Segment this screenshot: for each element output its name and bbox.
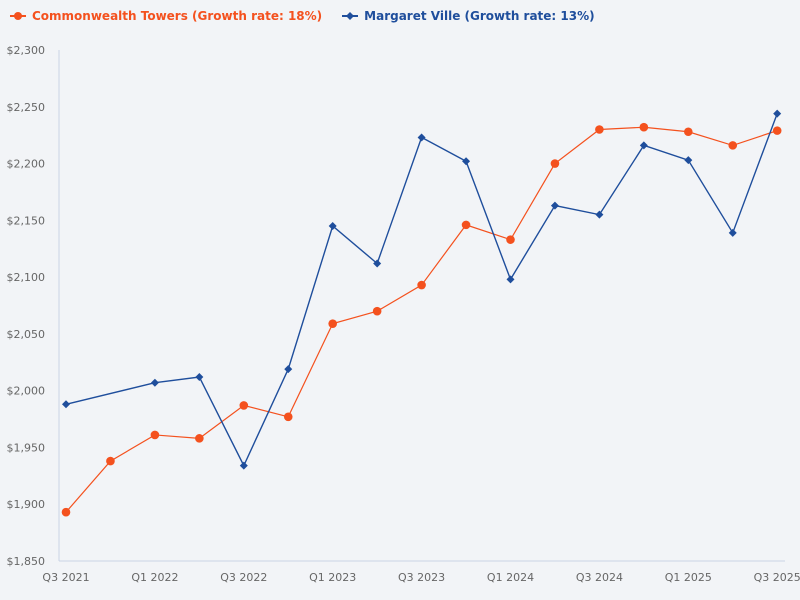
data-point[interactable] [550,159,560,168]
y-tick-label: $2,100 [7,271,46,284]
data-point[interactable] [728,228,737,237]
x-axis: Q3 2021 Q1 2022 Q3 2022 Q1 2023 Q3 2023 Q1 20… [42,560,800,584]
data-point[interactable] [684,127,693,137]
data-point[interactable] [195,373,204,382]
legend-item-margaret-ville[interactable]: Margaret Ville (Growth rate: 13%) [342,9,595,23]
data-point[interactable] [595,210,604,219]
y-tick-label: $1,950 [7,441,46,454]
legend-label: Commonwealth Towers (Growth rate: 18%) [32,9,323,23]
data-point[interactable] [328,222,337,231]
data-point[interactable] [239,401,249,410]
x-tick-label: Q1 2023 [309,571,356,584]
data-point[interactable] [772,126,782,135]
data-point[interactable] [373,259,382,268]
data-point[interactable] [773,109,782,118]
data-point[interactable] [506,235,515,244]
data-point[interactable] [417,133,426,142]
data-point[interactable] [550,201,559,210]
legend-item-commonwealth-towers[interactable]: Commonwealth Towers (Growth rate: 18%) [10,9,322,23]
series-commonwealth-towers [61,122,782,517]
y-tick-label: $2,200 [7,158,46,171]
data-point[interactable] [461,220,471,230]
data-point[interactable] [195,434,204,443]
x-tick-label: Q3 2023 [398,571,445,584]
x-tick-label: Q3 2025 [754,571,800,584]
y-axis: $1,850 $1,900 $1,950 $2,000 $2,050 $2,100 $2,1… [7,44,60,568]
data-point[interactable] [106,456,115,466]
data-point[interactable] [417,280,426,290]
y-tick-label: $2,150 [7,214,46,227]
y-tick-label: $1,850 [7,555,46,568]
data-point[interactable] [150,378,159,387]
y-tick-label: $1,900 [7,498,46,511]
data-point[interactable] [150,430,160,440]
x-tick-label: Q1 2025 [665,571,712,584]
circle-marker-icon [10,12,26,20]
data-point[interactable] [328,319,338,328]
chart-legend: Commonwealth Towers (Growth rate: 18%) M… [10,9,595,23]
series-margaret-ville [62,109,782,470]
data-point[interactable] [62,400,70,409]
y-tick-label: $2,300 [7,44,46,57]
x-tick-label: Q3 2022 [220,571,267,584]
data-point[interactable] [506,275,515,284]
y-tick-label: $2,050 [7,328,46,341]
plot-area [61,109,782,517]
data-point[interactable] [639,141,648,150]
y-tick-label: $2,250 [7,101,46,114]
data-point[interactable] [239,461,248,470]
data-point[interactable] [283,412,293,422]
data-point[interactable] [639,122,649,132]
y-tick-label: $2,000 [7,385,46,398]
data-point[interactable] [728,141,738,150]
data-point[interactable] [462,157,471,166]
data-point[interactable] [595,125,604,134]
x-tick-label: Q1 2024 [487,571,534,584]
diamond-marker-icon [342,12,359,20]
data-point[interactable] [61,507,71,517]
x-tick-label: Q3 2021 [42,571,89,584]
data-point[interactable] [372,306,382,316]
legend-label: Margaret Ville (Growth rate: 13%) [364,9,595,23]
x-tick-label: Q3 2024 [576,571,623,584]
data-point[interactable] [284,365,293,374]
data-point[interactable] [684,156,693,165]
x-tick-label: Q1 2022 [131,571,178,584]
